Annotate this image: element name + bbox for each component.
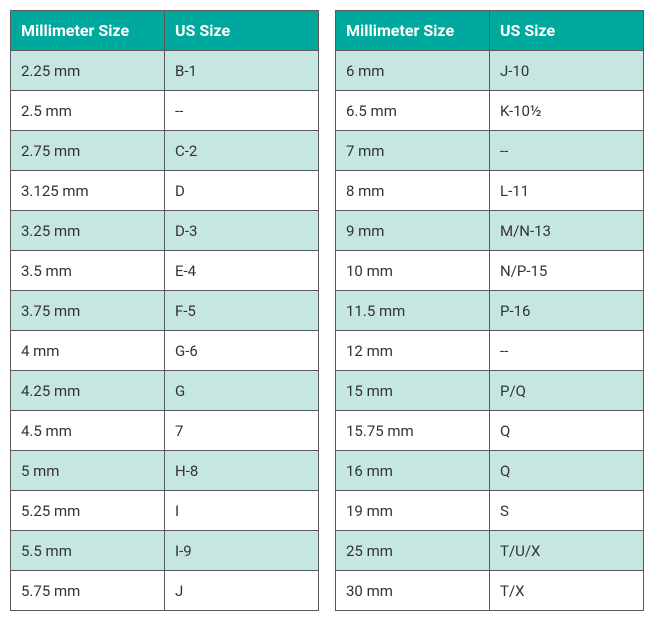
cell-mm: 30 mm [336,571,490,611]
table-row: 6.5 mmK-10½ [336,91,644,131]
table-row: 5 mmH-8 [11,451,319,491]
table-row: 3.75 mmF-5 [11,291,319,331]
cell-us: -- [165,91,319,131]
table-row: 10 mmN/P-15 [336,251,644,291]
table-row: 2.5 mm-- [11,91,319,131]
table-row: 15 mmP/Q [336,371,644,411]
cell-us: H-8 [165,451,319,491]
table-row: 7 mm-- [336,131,644,171]
table-row: 3.25 mmD-3 [11,211,319,251]
table-row: 12 mm-- [336,331,644,371]
table-row: 11.5 mmP-16 [336,291,644,331]
cell-us: L-11 [490,171,644,211]
cell-us: P/Q [490,371,644,411]
cell-mm: 4.25 mm [11,371,165,411]
table-row: 2.25 mmB-1 [11,51,319,91]
table-row: 30 mmT/X [336,571,644,611]
table-row: 4.25 mmG [11,371,319,411]
cell-mm: 4.5 mm [11,411,165,451]
cell-mm: 5.75 mm [11,571,165,611]
cell-mm: 3.75 mm [11,291,165,331]
cell-mm: 6 mm [336,51,490,91]
cell-mm: 11.5 mm [336,291,490,331]
cell-mm: 5.25 mm [11,491,165,531]
cell-mm: 3.25 mm [11,211,165,251]
cell-us: T/X [490,571,644,611]
cell-us: S [490,491,644,531]
cell-us: N/P-15 [490,251,644,291]
cell-mm: 10 mm [336,251,490,291]
table-row: 4.5 mm7 [11,411,319,451]
tables-container: Millimeter Size US Size 2.25 mmB-1 2.5 m… [10,10,644,611]
col-header-us: US Size [490,11,644,51]
cell-us: B-1 [165,51,319,91]
table-row: 19 mmS [336,491,644,531]
table-row: 3.125 mmD [11,171,319,211]
cell-us: C-2 [165,131,319,171]
col-header-mm: Millimeter Size [336,11,490,51]
cell-mm: 19 mm [336,491,490,531]
cell-us: -- [490,331,644,371]
cell-us: I-9 [165,531,319,571]
table-row: 5.5 mmI-9 [11,531,319,571]
cell-mm: 15 mm [336,371,490,411]
cell-mm: 8 mm [336,171,490,211]
cell-mm: 25 mm [336,531,490,571]
cell-mm: 2.75 mm [11,131,165,171]
cell-mm: 2.5 mm [11,91,165,131]
cell-mm: 7 mm [336,131,490,171]
cell-us: T/U/X [490,531,644,571]
table-row: 15.75 mmQ [336,411,644,451]
cell-us: D [165,171,319,211]
table-header-row: Millimeter Size US Size [11,11,319,51]
cell-mm: 15.75 mm [336,411,490,451]
cell-us: I [165,491,319,531]
table-row: 9 mmM/N-13 [336,211,644,251]
table-row: 5.75 mmJ [11,571,319,611]
cell-us: Q [490,451,644,491]
cell-mm: 2.25 mm [11,51,165,91]
table-row: 16 mmQ [336,451,644,491]
cell-us: 7 [165,411,319,451]
cell-us: P-16 [490,291,644,331]
cell-us: G-6 [165,331,319,371]
cell-us: D-3 [165,211,319,251]
size-table-left: Millimeter Size US Size 2.25 mmB-1 2.5 m… [10,10,319,611]
col-header-us: US Size [165,11,319,51]
table-header-row: Millimeter Size US Size [336,11,644,51]
cell-mm: 4 mm [11,331,165,371]
cell-us: G [165,371,319,411]
table-row: 6 mmJ-10 [336,51,644,91]
table-row: 2.75 mmC-2 [11,131,319,171]
cell-mm: 6.5 mm [336,91,490,131]
size-table-right: Millimeter Size US Size 6 mmJ-10 6.5 mmK… [335,10,644,611]
table-row: 8 mmL-11 [336,171,644,211]
cell-us: -- [490,131,644,171]
cell-us: E-4 [165,251,319,291]
col-header-mm: Millimeter Size [11,11,165,51]
cell-mm: 3.125 mm [11,171,165,211]
cell-mm: 9 mm [336,211,490,251]
table-row: 5.25 mmI [11,491,319,531]
cell-mm: 5 mm [11,451,165,491]
cell-mm: 12 mm [336,331,490,371]
cell-mm: 5.5 mm [11,531,165,571]
cell-us: K-10½ [490,91,644,131]
cell-us: J [165,571,319,611]
cell-us: Q [490,411,644,451]
table-row: 3.5 mmE-4 [11,251,319,291]
cell-us: F-5 [165,291,319,331]
cell-us: M/N-13 [490,211,644,251]
table-row: 4 mmG-6 [11,331,319,371]
cell-mm: 3.5 mm [11,251,165,291]
cell-us: J-10 [490,51,644,91]
cell-mm: 16 mm [336,451,490,491]
table-row: 25 mmT/U/X [336,531,644,571]
